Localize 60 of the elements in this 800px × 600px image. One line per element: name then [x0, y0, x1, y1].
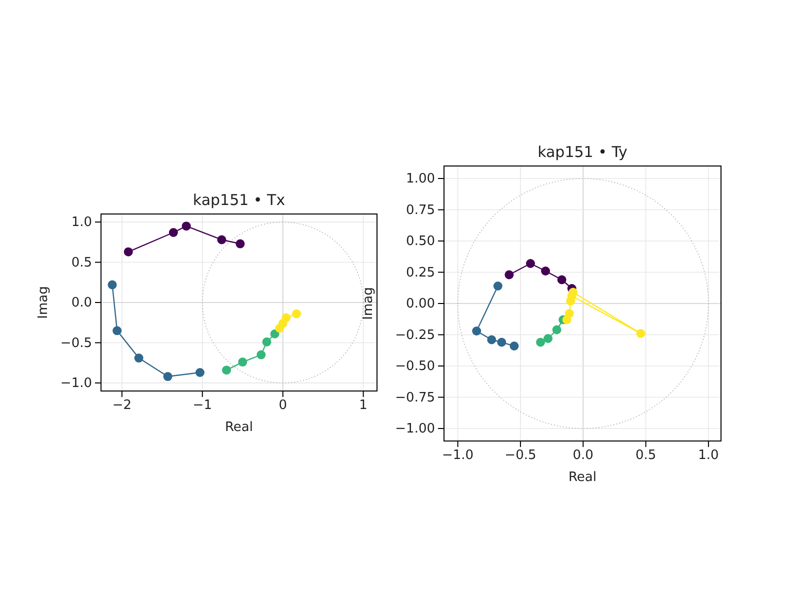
point — [497, 338, 506, 347]
y-tick-label: −0.25 — [395, 328, 435, 343]
x-tick-label: −2 — [112, 398, 132, 414]
y-tick-label: 0.5 — [71, 255, 92, 270]
point — [134, 354, 144, 363]
x-tick-label: −0.5 — [504, 448, 536, 464]
x-tick-label: 0.5 — [635, 448, 656, 464]
point — [536, 338, 546, 347]
x-tick-label: 0.0 — [572, 448, 594, 464]
point — [262, 337, 272, 346]
y-tick-label: 0.00 — [406, 296, 435, 312]
point — [493, 282, 502, 290]
point — [636, 329, 646, 338]
point — [504, 270, 514, 280]
chart-title: kap151 • Ty — [538, 143, 628, 161]
point — [472, 326, 482, 336]
y-tick-label: −1.0 — [60, 376, 92, 392]
point — [270, 329, 280, 338]
y-axis-title: Imag — [361, 287, 376, 320]
point — [195, 368, 204, 377]
y-tick-label: 0.0 — [71, 296, 92, 311]
point — [222, 366, 232, 375]
x-tick-label: 1.0 — [698, 448, 719, 464]
y-tick-label: 1.00 — [406, 172, 435, 187]
point — [256, 350, 266, 360]
y-tick-label: 0.25 — [406, 265, 435, 280]
y-tick-label: 0.50 — [406, 234, 435, 250]
point — [557, 275, 566, 284]
point — [217, 235, 226, 244]
point — [292, 309, 302, 318]
y-tick-label: −1.00 — [395, 422, 435, 437]
point — [182, 222, 191, 231]
point — [238, 358, 248, 367]
x-axis-title: Real — [568, 470, 597, 485]
point — [541, 266, 550, 276]
y-tick-label: 0.75 — [406, 202, 435, 218]
chart-title: kap151 • Tx — [192, 191, 286, 209]
x-tick-label: 0 — [278, 398, 287, 414]
y-tick-label: −0.50 — [395, 359, 435, 374]
point — [282, 313, 291, 322]
point — [236, 239, 245, 248]
y-tick-label: 1.0 — [71, 215, 92, 230]
point — [564, 309, 574, 318]
y-tick-label: −0.5 — [60, 336, 92, 351]
y-axis-title: Imag — [36, 286, 51, 319]
point — [168, 228, 178, 238]
point — [544, 334, 553, 343]
point — [526, 259, 535, 268]
point — [124, 247, 133, 256]
point — [487, 335, 496, 344]
x-tick-label: −1 — [192, 398, 212, 414]
x-tick-label: −1.0 — [442, 448, 474, 464]
point — [163, 372, 172, 382]
y-tick-label: −0.75 — [395, 390, 435, 406]
point — [108, 280, 117, 290]
point — [112, 326, 122, 336]
point — [552, 325, 562, 334]
x-tick-label: 1 — [359, 398, 368, 414]
point — [510, 342, 519, 350]
x-axis-title: Real — [224, 420, 254, 435]
